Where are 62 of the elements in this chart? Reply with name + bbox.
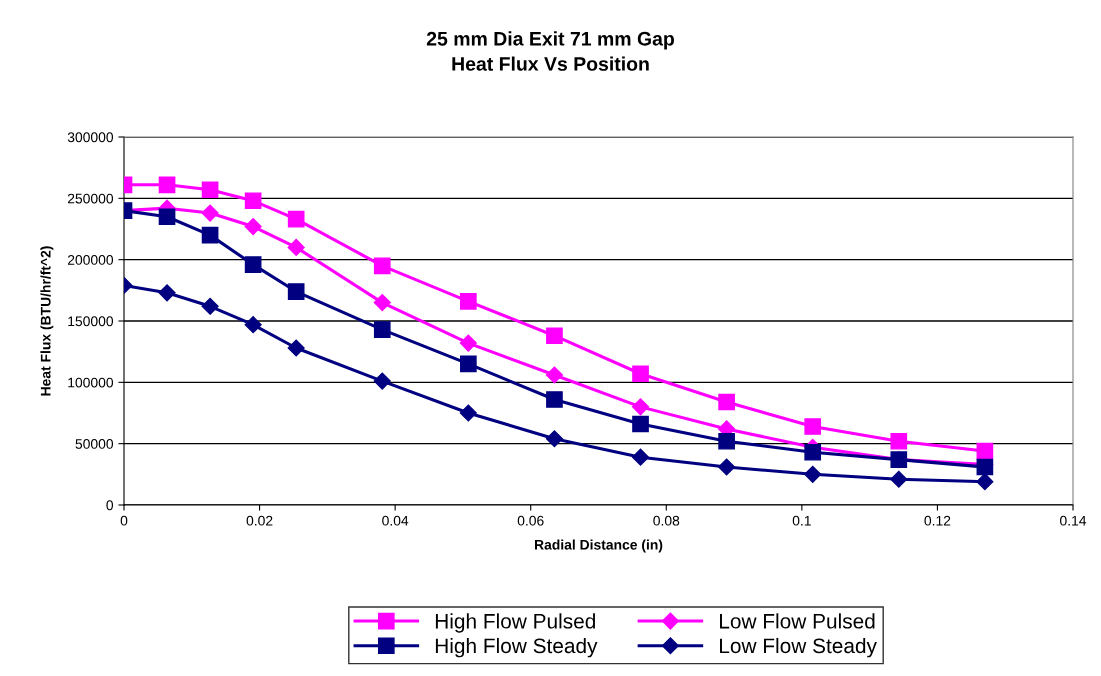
point (373, 372, 391, 390)
x-tick-label: 0.08 (653, 515, 680, 526)
x-tick-label: 0.06 (517, 515, 544, 526)
legend-label: Low Flow Steady (720, 637, 877, 658)
point (373, 321, 391, 338)
point (244, 256, 262, 273)
point (201, 181, 219, 199)
point (718, 393, 735, 411)
point (459, 334, 477, 352)
x-tick-label: 0.02 (246, 515, 273, 526)
y-tick-label: 200000 (67, 255, 114, 265)
x-tick-label: 0.04 (382, 515, 409, 526)
chart-title: 25 mm Dia Exit 71 mm Gap Heat Flux Vs Position (426, 31, 674, 71)
point (460, 293, 477, 310)
point (546, 327, 563, 345)
point (158, 284, 176, 302)
legend-label: High Flow Steady (435, 637, 598, 658)
point (890, 432, 908, 450)
y-tick-label: 150000 (68, 316, 114, 327)
legend-label: High Flow Pulsed (435, 613, 595, 633)
point (804, 465, 822, 483)
point (718, 432, 735, 450)
point (459, 404, 477, 422)
x-tick-label: 0.12 (924, 515, 951, 526)
legend-label: Low Flow Pulsed (720, 613, 875, 629)
point (631, 448, 650, 466)
point (287, 283, 305, 300)
point (545, 430, 563, 448)
point (287, 339, 305, 357)
point (976, 473, 994, 491)
point (546, 391, 563, 408)
x-tick-label: 0 (120, 515, 128, 526)
y-tick-label: 50000 (75, 439, 114, 449)
point (287, 210, 305, 228)
point (718, 458, 736, 476)
point (244, 192, 262, 210)
y-axis-title: Heat Flux (BTU/hr/ft^2) (40, 246, 54, 396)
point (158, 208, 176, 226)
point (158, 176, 176, 194)
point (201, 226, 219, 244)
point (373, 294, 391, 312)
point (201, 204, 219, 222)
point (244, 316, 262, 334)
point (460, 355, 477, 373)
y-tick-label: 0 (106, 500, 114, 511)
x-axis-title: Radial Distance (in) (534, 539, 663, 553)
point (890, 470, 908, 488)
point (373, 257, 391, 275)
point (804, 418, 822, 435)
point (201, 297, 219, 315)
x-tick-label: 0.14 (1060, 515, 1087, 526)
point (632, 365, 649, 383)
y-tick-label: 300000 (67, 132, 114, 143)
point (287, 238, 305, 256)
point (804, 443, 822, 461)
point (244, 217, 262, 236)
point (631, 398, 650, 416)
point (545, 366, 563, 384)
x-tick-label: 0.1 (792, 515, 811, 526)
point (632, 415, 649, 433)
y-tick-label: 250000 (67, 193, 114, 204)
y-tick-label: 100000 (68, 377, 114, 388)
